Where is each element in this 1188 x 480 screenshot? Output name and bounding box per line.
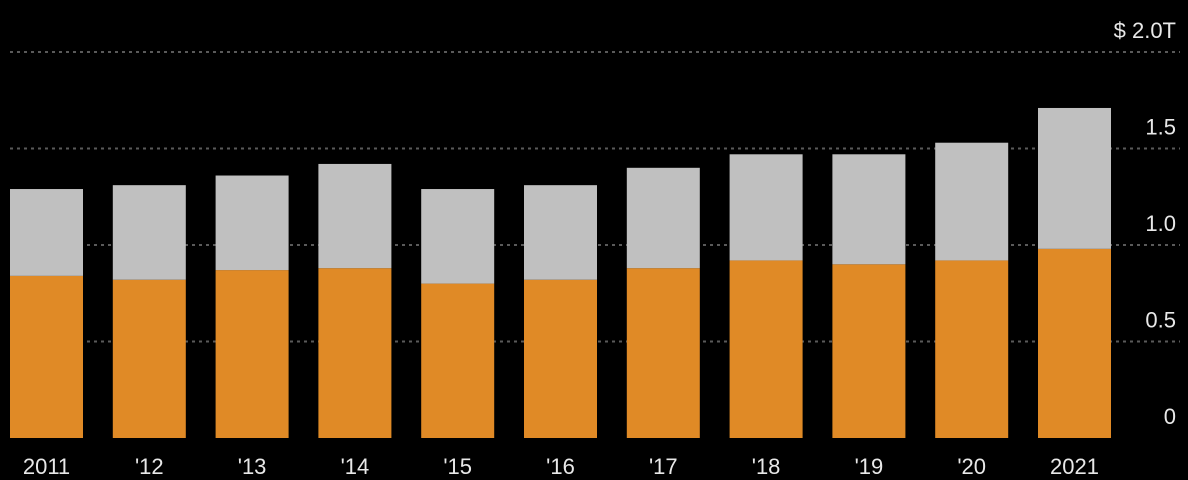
x-tick-label-4: '15 bbox=[443, 454, 472, 479]
bar-series1-3 bbox=[318, 163, 392, 269]
x-tick-label-7: '18 bbox=[752, 454, 781, 479]
bar-series0-7 bbox=[729, 260, 803, 438]
y-tick-label-4: $ 2.0T bbox=[1114, 18, 1176, 43]
y-tick-label-0: 0 bbox=[1164, 404, 1176, 429]
bar-series0-5 bbox=[524, 279, 597, 438]
bar-series1-8 bbox=[832, 154, 906, 265]
x-tick-label-8: '19 bbox=[855, 454, 884, 479]
x-tick-label-1: '12 bbox=[135, 454, 164, 479]
bar-series1-10 bbox=[1038, 107, 1111, 249]
x-tick-label-5: '16 bbox=[546, 454, 575, 479]
bar-series0-0 bbox=[10, 275, 83, 438]
bar-series0-6 bbox=[626, 268, 700, 438]
bar-series1-2 bbox=[215, 175, 289, 271]
bar-series0-10 bbox=[1038, 248, 1111, 438]
x-tick-label-9: '20 bbox=[957, 454, 986, 479]
bar-series1-7 bbox=[729, 154, 803, 261]
y-tick-label-3: 1.5 bbox=[1145, 115, 1176, 140]
x-tick-label-6: '17 bbox=[649, 454, 678, 479]
y-tick-label-2: 1.0 bbox=[1145, 211, 1176, 236]
x-tick-label-10: 2021 bbox=[1050, 454, 1099, 479]
bar-series1-9 bbox=[935, 142, 1009, 261]
bar-series1-4 bbox=[421, 189, 495, 284]
bars bbox=[10, 107, 1111, 438]
bar-series0-8 bbox=[832, 264, 906, 438]
bar-series1-0 bbox=[10, 189, 83, 276]
bar-series1-6 bbox=[626, 167, 700, 269]
y-tick-label-1: 0.5 bbox=[1145, 308, 1176, 333]
y-axis-ticks: 0 0.5 1.0 1.5 $ 2.0T bbox=[1114, 18, 1176, 429]
bar-series0-2 bbox=[215, 270, 289, 438]
bar-series1-1 bbox=[112, 185, 186, 280]
bar-series0-1 bbox=[112, 279, 186, 438]
bar-series0-3 bbox=[318, 268, 392, 438]
x-tick-label-0: 2011 bbox=[23, 454, 70, 479]
bar-series1-5 bbox=[524, 185, 597, 280]
x-axis-ticks: 2011 '12 '13 '14 '15 '16 '17 '18 '19 '20 2021 bbox=[23, 454, 1099, 479]
x-tick-label-2: '13 bbox=[238, 454, 267, 479]
bar-series0-4 bbox=[421, 283, 495, 438]
x-tick-label-3: '14 bbox=[341, 454, 370, 479]
bar-series0-9 bbox=[935, 260, 1009, 438]
